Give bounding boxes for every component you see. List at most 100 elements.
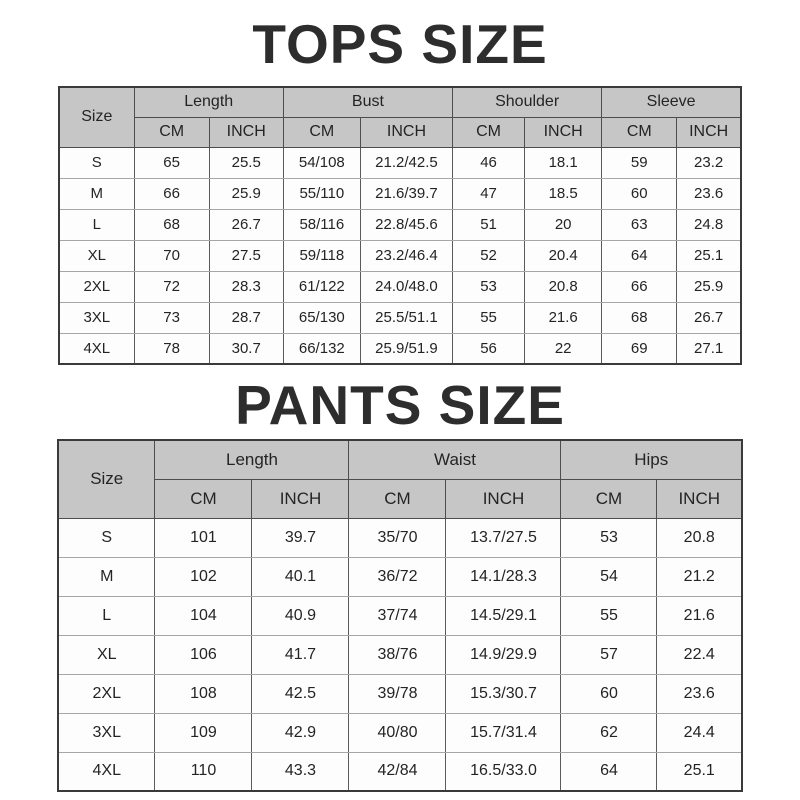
value-cell: 54 [560, 556, 658, 597]
value-cell: 72 [133, 270, 210, 303]
pants-hips-inch-header: INCH [656, 478, 743, 519]
value-cell: 108 [154, 673, 253, 714]
value-cell: 58/116 [282, 208, 361, 241]
value-cell: 56 [452, 332, 526, 365]
value-cell: 61/122 [282, 270, 361, 303]
tops-size-column-header: Size [58, 86, 135, 148]
value-cell: 66 [133, 177, 210, 210]
pants-waist-inch-header: INCH [445, 478, 562, 519]
value-cell: 78 [133, 332, 210, 365]
size-cell: 3XL [58, 301, 135, 334]
value-cell: 73 [133, 301, 210, 334]
value-cell: 16.5/33.0 [445, 751, 562, 792]
tops-shoulder-cm-header: CM [452, 116, 526, 148]
value-cell: 47 [452, 177, 526, 210]
table-row: L 104 40.9 37/74 14.5/29.1 55 21.6 [57, 595, 743, 636]
tops-group-bust: Bust [282, 86, 454, 118]
value-cell: 21.2 [656, 556, 743, 597]
value-cell: 27.5 [208, 239, 284, 272]
value-cell: 24.0/48.0 [359, 270, 454, 303]
value-cell: 20.4 [524, 239, 603, 272]
pants-size-column-header: Size [57, 439, 156, 519]
size-cell: M [57, 556, 156, 597]
tops-group-shoulder: Shoulder [452, 86, 603, 118]
table-row: S 65 25.5 54/108 21.2/42.5 46 18.1 59 23.2 [58, 146, 742, 179]
value-cell: 41.7 [251, 634, 350, 675]
value-cell: 42.5 [251, 673, 350, 714]
value-cell: 70 [133, 239, 210, 272]
tops-bust-inch-header: INCH [359, 116, 454, 148]
value-cell: 25.5/51.1 [359, 301, 454, 334]
value-cell: 52 [452, 239, 526, 272]
tops-group-length: Length [133, 86, 284, 118]
value-cell: 14.9/29.9 [445, 634, 562, 675]
value-cell: 15.3/30.7 [445, 673, 562, 714]
value-cell: 22.4 [656, 634, 743, 675]
value-cell: 37/74 [348, 595, 447, 636]
value-cell: 23.2 [676, 146, 742, 179]
value-cell: 22 [524, 332, 603, 365]
value-cell: 42.9 [251, 712, 350, 753]
value-cell: 27.1 [676, 332, 742, 365]
value-cell: 38/76 [348, 634, 447, 675]
value-cell: 59 [601, 146, 678, 179]
value-cell: 26.7 [208, 208, 284, 241]
value-cell: 53 [452, 270, 526, 303]
value-cell: 66 [601, 270, 678, 303]
pants-unit-header-row: CM INCH CM INCH CM INCH [58, 478, 743, 519]
size-cell: S [58, 146, 135, 179]
tops-table-body: S 65 25.5 54/108 21.2/42.5 46 18.1 59 23.2 M 66 25.… [58, 146, 742, 365]
tops-length-cm-header: CM [133, 116, 210, 148]
size-cell: 3XL [57, 712, 156, 753]
table-row: 2XL 72 28.3 61/122 24.0/48.0 53 20.8 66 25.9 [58, 270, 742, 303]
value-cell: 62 [560, 712, 658, 753]
table-row: S 101 39.7 35/70 13.7/27.5 53 20.8 [57, 517, 743, 558]
pants-length-inch-header: INCH [251, 478, 350, 519]
value-cell: 66/132 [282, 332, 361, 365]
value-cell: 26.7 [676, 301, 742, 334]
pants-group-waist: Waist [348, 439, 562, 480]
table-row: 3XL 73 28.7 65/130 25.5/51.1 55 21.6 68 26.7 [58, 301, 742, 334]
value-cell: 101 [154, 517, 253, 558]
tops-shoulder-inch-header: INCH [524, 116, 603, 148]
size-cell: S [57, 517, 156, 558]
value-cell: 55/110 [282, 177, 361, 210]
value-cell: 13.7/27.5 [445, 517, 562, 558]
value-cell: 69 [601, 332, 678, 365]
value-cell: 110 [154, 751, 253, 792]
value-cell: 25.9 [208, 177, 284, 210]
pants-group-header-row: Size Length Waist Hips [57, 439, 743, 519]
value-cell: 28.3 [208, 270, 284, 303]
value-cell: 28.7 [208, 301, 284, 334]
table-row: M 102 40.1 36/72 14.1/28.3 54 21.2 [57, 556, 743, 597]
value-cell: 25.5 [208, 146, 284, 179]
value-cell: 21.6 [524, 301, 603, 334]
tops-size-title: TOPS SIZE [252, 13, 548, 75]
table-row: 3XL 109 42.9 40/80 15.7/31.4 62 24.4 [57, 712, 743, 753]
tops-unit-header-row: CM INCH CM INCH CM INCH CM INCH [59, 116, 742, 148]
value-cell: 20 [524, 208, 603, 241]
tops-group-header-row: Size Length Bust Shoulder Sleeve [58, 86, 742, 148]
value-cell: 68 [133, 208, 210, 241]
size-cell: 2XL [57, 673, 156, 714]
tops-group-sleeve: Sleeve [601, 86, 742, 118]
value-cell: 35/70 [348, 517, 447, 558]
value-cell: 53 [560, 517, 658, 558]
pants-waist-cm-header: CM [348, 478, 447, 519]
value-cell: 65/130 [282, 301, 361, 334]
value-cell: 39.7 [251, 517, 350, 558]
value-cell: 15.7/31.4 [445, 712, 562, 753]
size-cell: XL [57, 634, 156, 675]
value-cell: 40.9 [251, 595, 350, 636]
value-cell: 42/84 [348, 751, 447, 792]
value-cell: 18.1 [524, 146, 603, 179]
value-cell: 21.6/39.7 [359, 177, 454, 210]
table-row: 4XL 78 30.7 66/132 25.9/51.9 56 22 69 27.1 [58, 332, 742, 365]
value-cell: 25.1 [676, 239, 742, 272]
value-cell: 40.1 [251, 556, 350, 597]
value-cell: 109 [154, 712, 253, 753]
table-row: 2XL 108 42.5 39/78 15.3/30.7 60 23.6 [57, 673, 743, 714]
value-cell: 24.8 [676, 208, 742, 241]
value-cell: 55 [560, 595, 658, 636]
value-cell: 57 [560, 634, 658, 675]
